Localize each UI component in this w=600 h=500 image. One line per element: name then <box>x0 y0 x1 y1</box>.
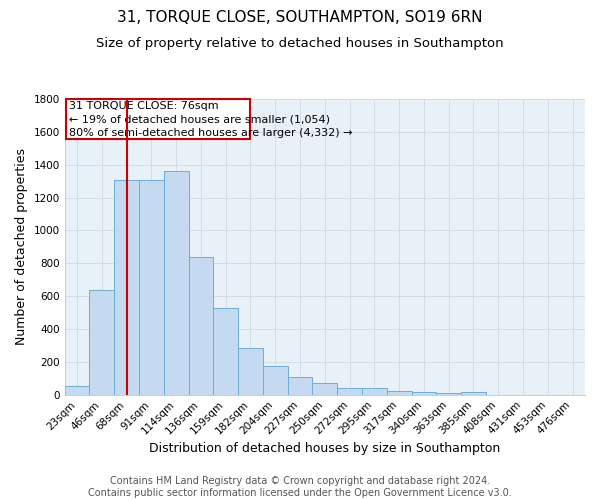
Bar <box>461 392 486 394</box>
Bar <box>188 256 214 394</box>
Text: Contains HM Land Registry data © Crown copyright and database right 2024.
Contai: Contains HM Land Registry data © Crown c… <box>88 476 512 498</box>
Text: 31, TORQUE CLOSE, SOUTHAMPTON, SO19 6RN: 31, TORQUE CLOSE, SOUTHAMPTON, SO19 6RN <box>117 10 483 25</box>
Bar <box>214 308 238 394</box>
Bar <box>337 388 362 394</box>
Bar <box>65 386 89 394</box>
Bar <box>263 366 287 394</box>
X-axis label: Distribution of detached houses by size in Southampton: Distribution of detached houses by size … <box>149 442 500 455</box>
Y-axis label: Number of detached properties: Number of detached properties <box>15 148 28 346</box>
Bar <box>114 180 139 394</box>
Bar <box>387 390 412 394</box>
Bar <box>287 376 313 394</box>
Bar <box>139 180 164 394</box>
Text: Size of property relative to detached houses in Southampton: Size of property relative to detached ho… <box>96 38 504 51</box>
Bar <box>412 392 436 394</box>
Bar <box>164 172 188 394</box>
Bar <box>362 388 387 394</box>
FancyBboxPatch shape <box>66 99 251 140</box>
Bar <box>238 348 263 395</box>
Bar <box>89 290 114 395</box>
Bar <box>313 383 337 394</box>
Text: 31 TORQUE CLOSE: 76sqm
← 19% of detached houses are smaller (1,054)
80% of semi-: 31 TORQUE CLOSE: 76sqm ← 19% of detached… <box>69 102 352 138</box>
Bar <box>436 393 461 394</box>
